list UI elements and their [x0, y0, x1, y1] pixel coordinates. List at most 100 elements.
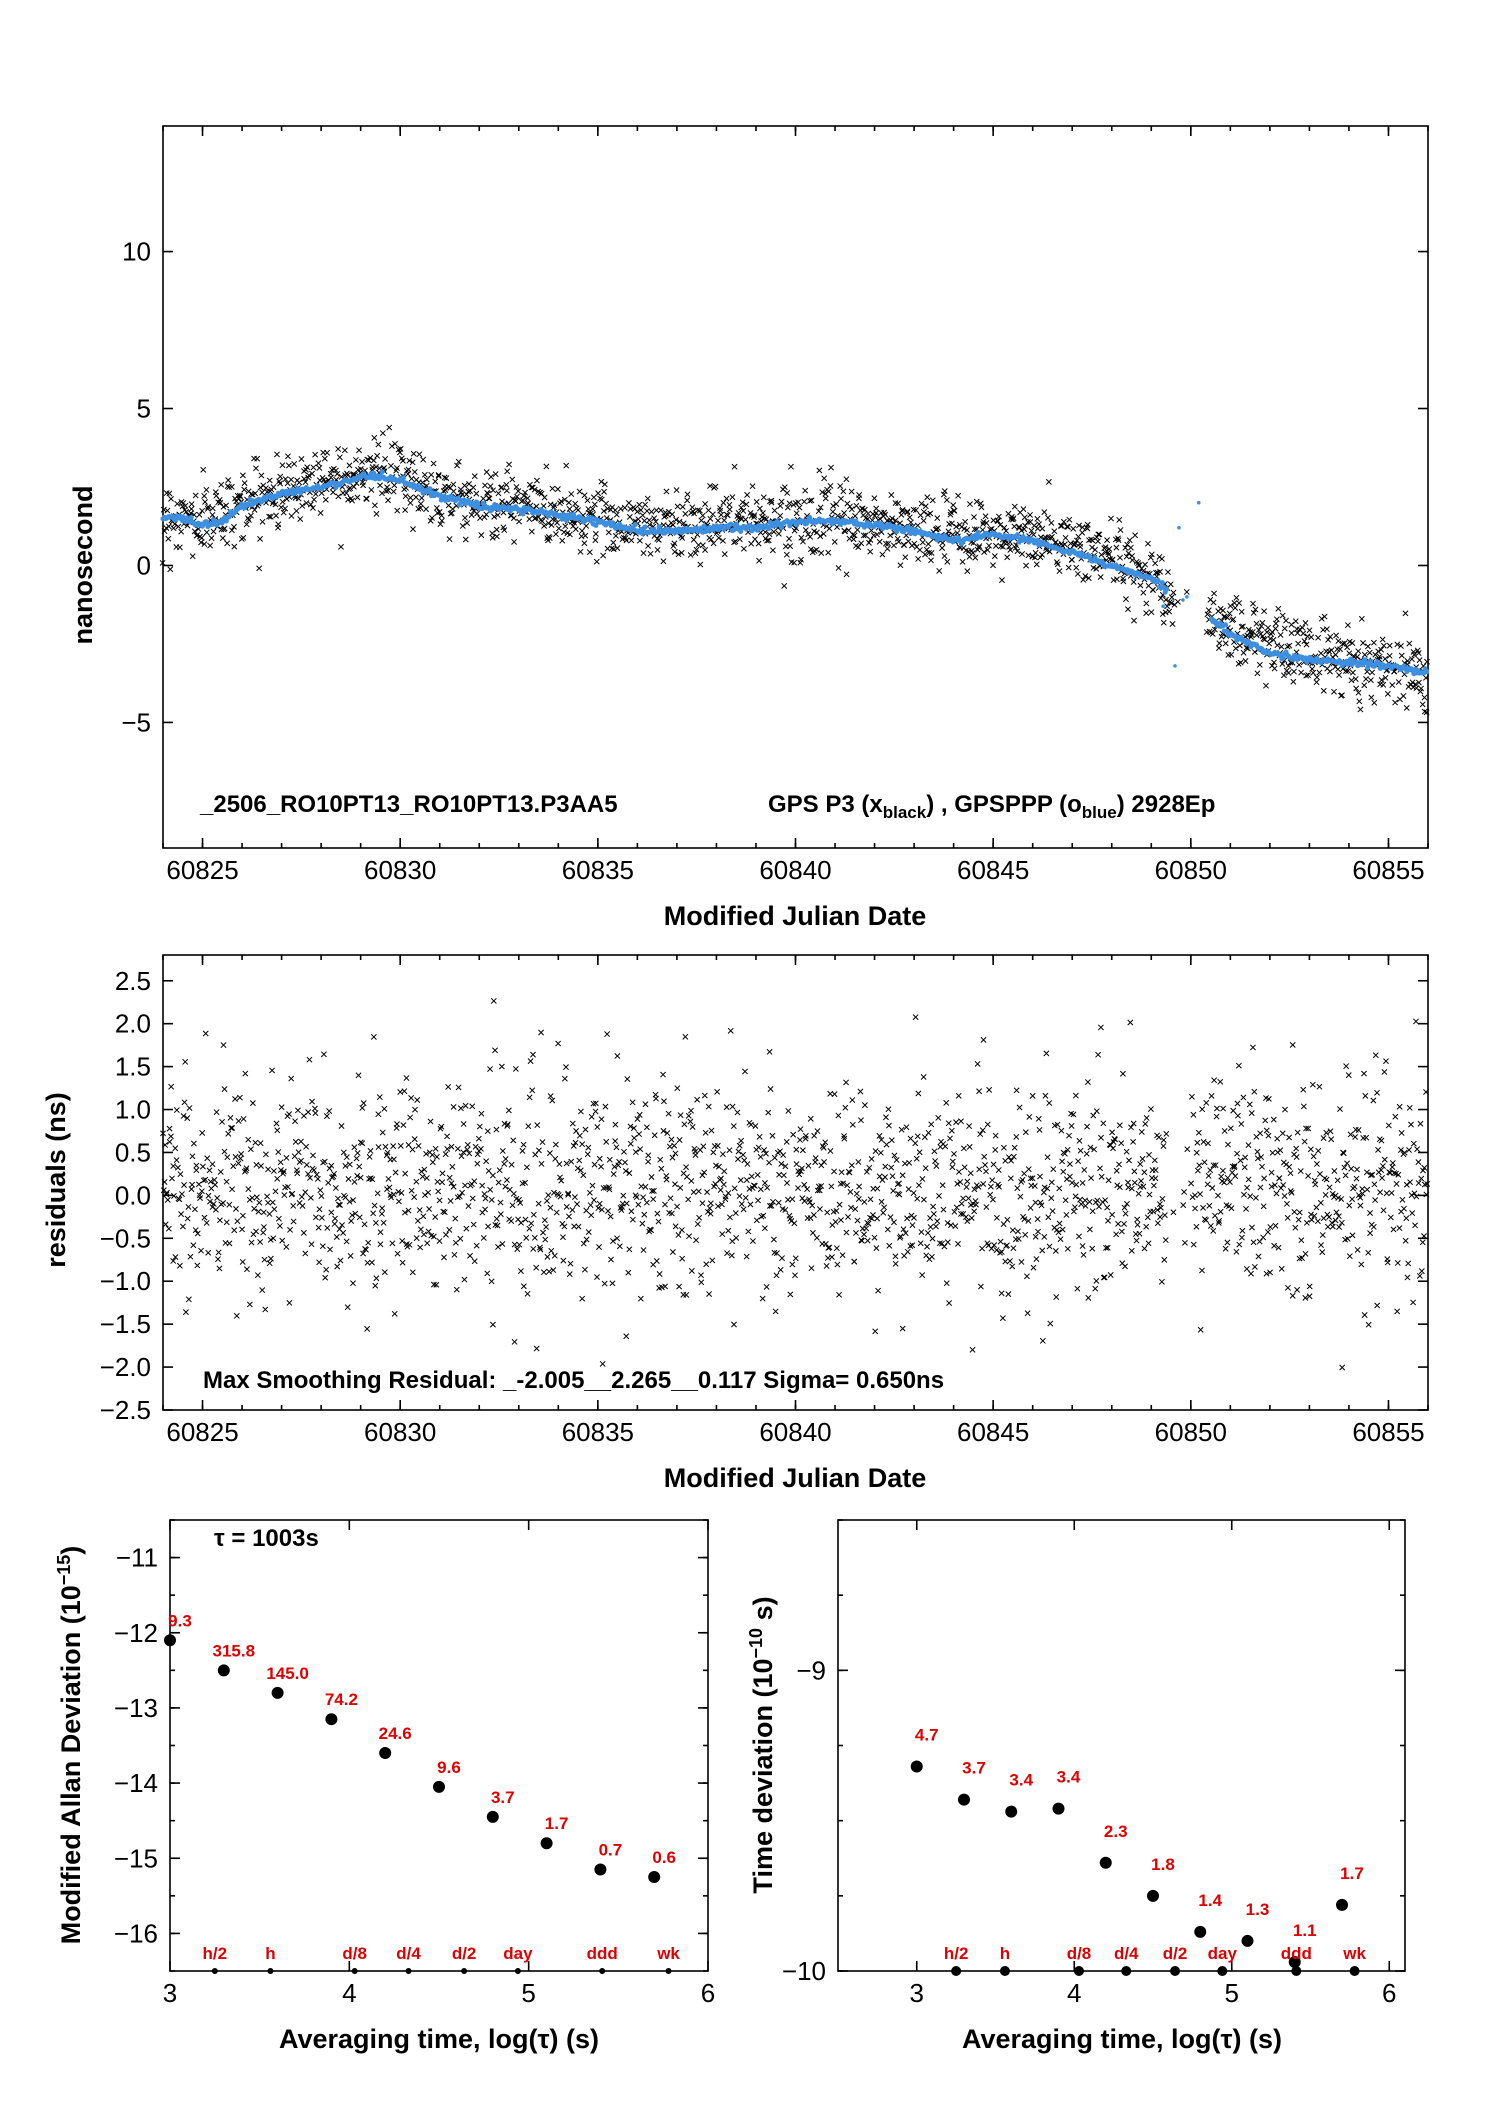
residual-point [514, 1246, 521, 1253]
gps-p3-point [413, 494, 419, 501]
gps-p3-point [1211, 590, 1218, 597]
gps-p3-point [1295, 640, 1302, 647]
residual-point [1116, 1161, 1122, 1168]
gps-p3-point [947, 509, 954, 516]
residual-point [1083, 1150, 1090, 1157]
residual-point [645, 1158, 652, 1165]
residual-point [887, 1214, 894, 1221]
residual-point [1269, 1149, 1276, 1156]
residual-point [1121, 1204, 1128, 1211]
deviation-point-label: 3.7 [491, 1788, 515, 1807]
y-tick-label: 0 [137, 550, 151, 580]
residual-point [676, 1283, 683, 1290]
residual-point [1158, 1278, 1165, 1285]
gps-p3-point [1333, 632, 1340, 639]
residual-point [580, 1172, 587, 1179]
residual-point [995, 1167, 1002, 1173]
deviation-point [164, 1634, 176, 1647]
residual-point [1344, 1235, 1351, 1242]
gps-p3-point [1357, 706, 1364, 713]
residual-point [1207, 1222, 1214, 1229]
time-series-xlabel: Modified Julian Date [664, 901, 927, 931]
residual-point [1268, 1183, 1275, 1190]
gps-p3-point [388, 462, 394, 469]
gps-p3-point [1125, 550, 1132, 557]
gps-p3-point [317, 510, 324, 516]
gps-p3-point [1267, 635, 1274, 642]
residual-point [1088, 1175, 1095, 1182]
gps-p3-point [1236, 600, 1243, 606]
gps-p3-point [1051, 528, 1058, 535]
residual-point [789, 1261, 796, 1268]
gps-p3-point [928, 550, 935, 556]
gps-p3-point [838, 495, 844, 502]
gps-p3-point [1250, 609, 1257, 616]
gps-p3-point [687, 552, 694, 558]
residual-point [165, 1225, 172, 1232]
residual-point [914, 1133, 921, 1140]
residual-point [633, 1194, 640, 1201]
residual-point [312, 1110, 319, 1117]
residual-point [517, 1199, 524, 1206]
gps-p3-point [827, 482, 834, 489]
residual-point [1234, 1150, 1240, 1157]
gps-p3-point [1227, 602, 1234, 609]
residual-point [1121, 1220, 1127, 1227]
residual-point [1037, 1173, 1043, 1180]
gps-p3-point [247, 512, 254, 519]
residual-point [1140, 1183, 1147, 1190]
residual-point [580, 1240, 587, 1247]
gps-p3-point [201, 492, 208, 499]
residual-point [1268, 1169, 1275, 1176]
residual-point [162, 1221, 169, 1228]
gps-p3-point [787, 463, 794, 470]
gps-p3-point [1019, 551, 1026, 557]
residual-point [1015, 1235, 1022, 1242]
gps-p3-point [617, 505, 624, 512]
time-series-panel: 60825 60830 60835 60840 60845 60850 60855−5051… [68, 125, 1430, 931]
deviation-point [486, 1810, 499, 1823]
gps-p3-point [490, 487, 497, 494]
residual-point [588, 1113, 595, 1120]
gps-p3-point [593, 558, 600, 565]
residual-point [904, 1248, 911, 1255]
residual-point [1188, 1180, 1195, 1187]
residual-point [1029, 1092, 1036, 1099]
gps-p3-point [513, 483, 520, 490]
gps-p3-point [771, 507, 778, 514]
residual-point [875, 1287, 882, 1294]
gps-p3-point [577, 548, 584, 555]
gps-p3-point [1321, 613, 1328, 620]
residual-point [1219, 1167, 1226, 1174]
gps-p3-point [802, 487, 809, 494]
residual-point [1410, 1140, 1417, 1147]
gps-p3-point [1380, 681, 1387, 688]
gps-p3-point [1092, 546, 1099, 553]
residual-point [346, 1198, 353, 1205]
gps-p3-point [231, 543, 238, 550]
residual-point [946, 1300, 953, 1306]
gps-p3-point [786, 535, 793, 542]
residual-point [1260, 1234, 1267, 1241]
residual-point [833, 1207, 840, 1214]
residual-point [1307, 1146, 1314, 1153]
gps-p3-point [1073, 564, 1080, 571]
residual-point [449, 1163, 456, 1170]
residual-point [333, 1234, 340, 1240]
residual-point [520, 1283, 527, 1290]
residual-point [836, 1201, 843, 1208]
residual-point [271, 1206, 278, 1213]
mad-ylabel: Modified Allan Deviation (10−15) [54, 1546, 86, 1945]
residual-point [1162, 1237, 1169, 1244]
residual-point [882, 1163, 889, 1170]
residual-point [1141, 1245, 1148, 1252]
residual-point [932, 1158, 939, 1164]
residual-point [706, 1291, 713, 1298]
gps-p3-point [273, 512, 279, 519]
residual-point [381, 1105, 388, 1112]
residual-point [395, 1198, 402, 1205]
deviation-point-label: 9.3 [168, 1611, 192, 1630]
y-tick-label: −1.5 [100, 1309, 151, 1339]
gps-p3-point [432, 478, 439, 485]
residuals-frame [162, 954, 1429, 1411]
